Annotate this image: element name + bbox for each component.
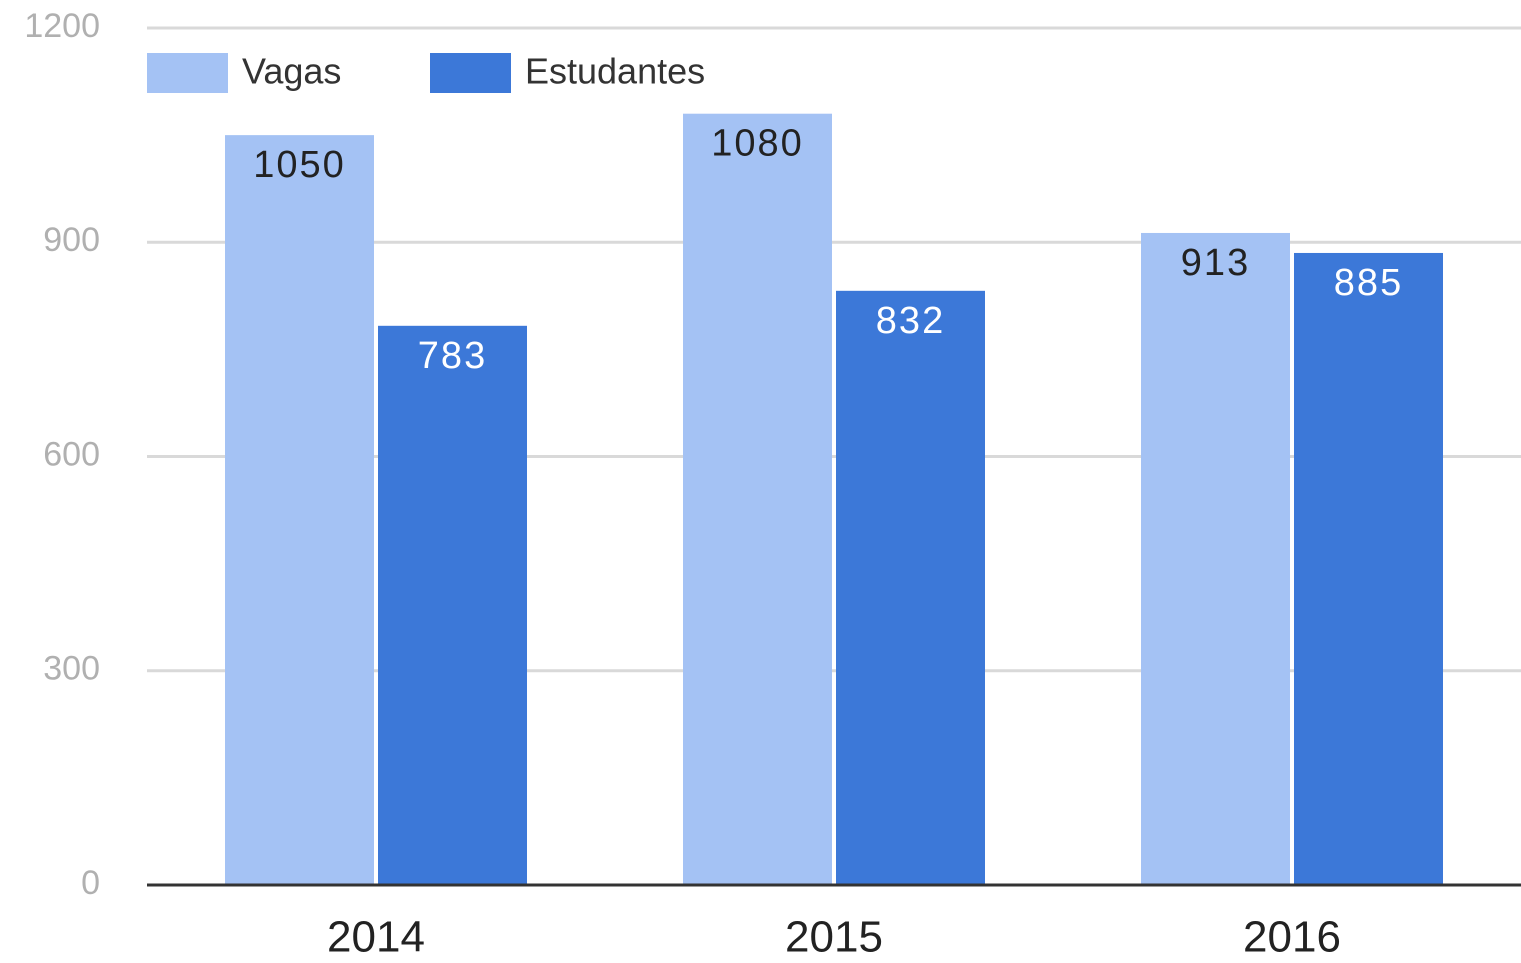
data-label: 913 bbox=[1181, 242, 1250, 284]
y-tick-label: 900 bbox=[43, 221, 100, 259]
legend-swatch bbox=[430, 53, 511, 93]
x-tick-label: 2015 bbox=[785, 913, 883, 962]
x-tick-label: 2016 bbox=[1243, 913, 1341, 962]
legend-swatch bbox=[147, 53, 228, 93]
y-tick-label: 300 bbox=[43, 650, 100, 688]
x-tick-label: 2014 bbox=[327, 913, 425, 962]
data-label: 1050 bbox=[253, 144, 346, 186]
legend-label: Estudantes bbox=[525, 51, 705, 92]
data-label: 783 bbox=[418, 335, 487, 377]
bar bbox=[836, 290, 985, 885]
data-label: 832 bbox=[876, 300, 945, 342]
bar bbox=[1294, 252, 1443, 885]
data-label: 885 bbox=[1334, 262, 1403, 304]
bar bbox=[683, 113, 832, 885]
legend-label: Vagas bbox=[242, 51, 341, 92]
y-tick-label: 0 bbox=[81, 864, 100, 902]
data-label: 1080 bbox=[711, 123, 804, 165]
bar bbox=[225, 135, 374, 885]
bar bbox=[378, 325, 527, 885]
y-tick-label: 1200 bbox=[24, 7, 100, 45]
bar bbox=[1141, 232, 1290, 886]
y-tick-label: 600 bbox=[43, 435, 100, 473]
